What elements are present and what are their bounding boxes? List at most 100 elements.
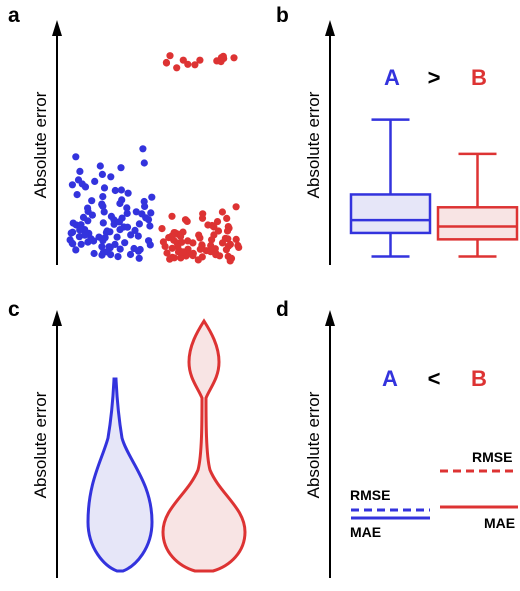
scatter-series-a — [66, 145, 156, 262]
scatter-point — [218, 208, 226, 216]
scatter-point — [170, 254, 178, 262]
y-axis-arrow-a — [52, 20, 62, 36]
scatter-point — [66, 236, 74, 244]
scatter-point — [162, 59, 171, 67]
scatter-point — [90, 249, 98, 258]
scatter-point — [117, 164, 125, 172]
scatter-point — [198, 214, 207, 222]
scatter-point — [141, 202, 149, 210]
scatter-point — [196, 56, 204, 64]
annotation-left-b: A — [384, 65, 400, 90]
scatter-point — [179, 248, 187, 256]
scatter-point — [168, 244, 176, 252]
scatter-point — [146, 241, 154, 249]
annotation-right-d: B — [471, 366, 487, 391]
y-axis-arrow-d — [325, 310, 335, 326]
scatter-point — [224, 235, 232, 243]
scatter-point — [142, 214, 150, 222]
scatter-point — [226, 257, 234, 265]
scatter-point — [116, 199, 124, 208]
scatter-point — [166, 52, 174, 60]
scatter-point — [230, 54, 238, 62]
scatter-point — [127, 231, 135, 239]
annotation-op-b: > — [428, 65, 441, 90]
scatter-point — [135, 220, 143, 228]
scatter-point — [98, 243, 106, 251]
scatter-point — [124, 189, 132, 197]
scatter-point — [114, 253, 122, 261]
panel-d: d Absolute error A < B RMSE MAE RMSE MAE — [276, 298, 518, 578]
scatter-point — [107, 251, 115, 259]
scatter-point — [77, 240, 85, 248]
scatter-point — [123, 204, 131, 212]
scatter-point — [218, 239, 227, 247]
scatter-point — [148, 193, 156, 201]
scatter-point — [232, 235, 240, 243]
scatter-point — [198, 253, 206, 261]
scatter-point — [100, 208, 108, 216]
scatter-point — [140, 159, 148, 167]
scatter-point — [158, 225, 166, 233]
scatter-point — [159, 238, 167, 246]
scatter-point — [196, 245, 204, 253]
box-a — [349, 193, 432, 235]
scatter-point — [103, 227, 111, 235]
scatter-point — [134, 232, 142, 240]
scatter-point — [78, 180, 86, 188]
scatter-point — [123, 209, 131, 217]
scatter-point — [189, 252, 197, 260]
scatter-point — [96, 162, 104, 170]
scatter-point — [191, 61, 199, 69]
scatter-point — [99, 219, 107, 227]
scatter-point — [213, 218, 222, 226]
scatter-point — [177, 254, 185, 262]
scatter-point — [139, 145, 147, 153]
scatter-point — [91, 177, 99, 185]
scatter-point — [87, 235, 95, 243]
scatter-point — [123, 223, 132, 231]
box-b — [436, 206, 519, 241]
scatter-point — [88, 211, 96, 219]
scatter-point — [147, 209, 155, 217]
scatter-point — [99, 193, 107, 201]
scatter-point — [222, 246, 230, 254]
scatter-point — [208, 236, 216, 244]
scatter-point — [117, 186, 125, 194]
scatter-point — [220, 54, 228, 63]
scatter-point — [111, 240, 119, 248]
panel-label-c: c — [8, 298, 20, 321]
scatter-point — [130, 244, 138, 253]
panel-label-b: b — [276, 4, 289, 27]
scatter-point — [98, 170, 106, 178]
scatter-point — [73, 191, 81, 199]
y-axis-arrow-c — [52, 310, 62, 326]
scatter-point — [84, 217, 92, 225]
scatter-point — [107, 173, 115, 181]
scatter-point — [135, 254, 143, 262]
panel-c: c Absolute error — [8, 298, 247, 578]
panel-b: b Absolute error A > B — [276, 4, 519, 265]
scatter-point — [99, 237, 107, 245]
scatter-point — [204, 221, 212, 229]
scatter-point — [232, 203, 240, 211]
scatter-point — [72, 153, 80, 161]
scatter-point — [88, 197, 96, 205]
scatter-point — [177, 232, 185, 241]
y-axis-label-d: Absolute error — [304, 391, 323, 498]
scatter-point — [163, 249, 171, 257]
scatter-point — [235, 243, 243, 251]
box-plots — [349, 118, 519, 258]
scatter-point — [111, 186, 119, 195]
scatter-point — [196, 234, 204, 242]
mae-label-b: MAE — [484, 515, 515, 531]
y-axis-arrow-b — [325, 20, 335, 36]
scatter-point — [67, 229, 75, 237]
annotation-left-d: A — [382, 366, 398, 391]
scatter-point — [98, 251, 106, 259]
scatter-point — [76, 167, 84, 175]
scatter-point — [115, 218, 123, 226]
scatter-point — [99, 202, 107, 210]
scatter-point — [68, 181, 76, 189]
annotation-op-d: < — [428, 366, 441, 391]
